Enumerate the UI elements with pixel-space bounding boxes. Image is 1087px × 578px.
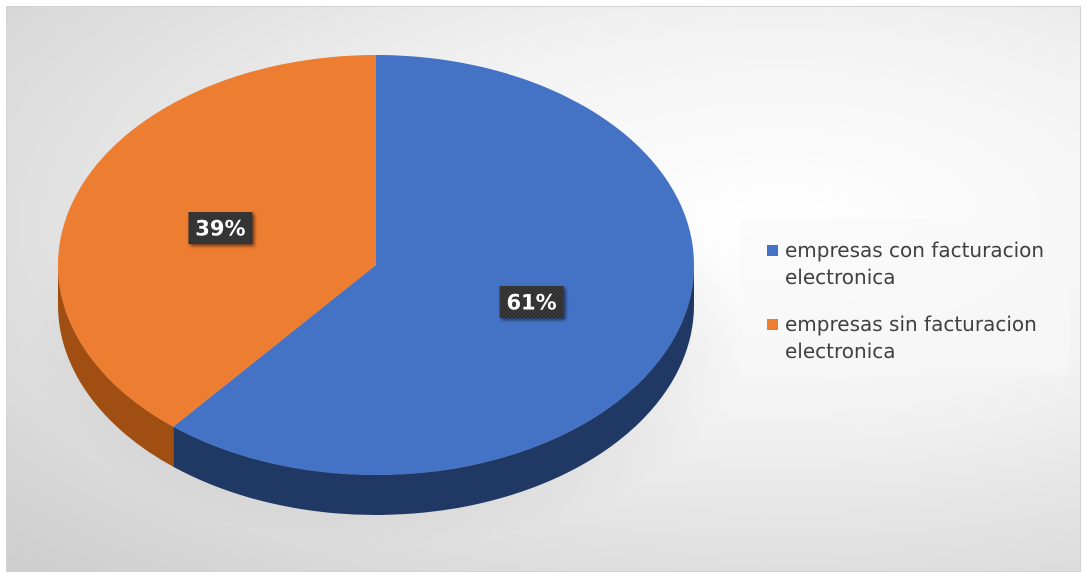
pie-side-sin — [58, 265, 174, 467]
data-label-text-sin: 39% — [195, 217, 245, 241]
legend-label-sin: empresas sin facturacion electronica — [785, 312, 1037, 363]
legend: empresas con facturacion electronica emp… — [740, 219, 1070, 375]
data-label-box-sin — [188, 212, 253, 245]
data-label-con: 61% — [499, 285, 564, 318]
legend-swatch-sin — [767, 319, 778, 330]
chart-area: 61% 39% empresas con facturacion electron… — [6, 6, 1081, 572]
data-label-box-con — [499, 285, 564, 318]
pie-side-con — [173, 265, 695, 516]
data-label-text-con: 61% — [506, 290, 556, 314]
pie-tops — [57, 55, 694, 475]
pie-slice-con — [173, 55, 694, 475]
pie-data-labels: 61% 39% — [188, 212, 564, 318]
legend-swatch-con — [767, 245, 778, 256]
pie-sides — [58, 265, 695, 516]
legend-label-con: empresas con facturacion electronica — [785, 238, 1045, 289]
pie-chart: 61% 39% — [27, 55, 747, 547]
data-label-sin: 39% — [188, 212, 253, 245]
